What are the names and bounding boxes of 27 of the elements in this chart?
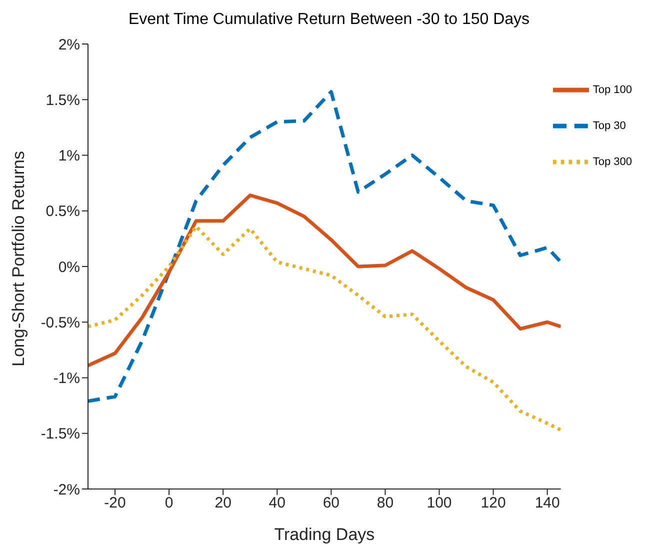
y-tick-label: 0.5%	[46, 203, 80, 220]
x-tick-label: -20	[104, 494, 126, 512]
x-tick-label: 100	[426, 494, 452, 512]
chart-title: Event Time Cumulative Return Between -30 to 150 Days	[127, 10, 531, 30]
y-tick-label: -1.5%	[40, 426, 80, 443]
line-series	[88, 194, 561, 368]
x-tick-label: 80	[376, 494, 394, 512]
line-series	[88, 90, 561, 403]
legend-label: Top 100	[592, 84, 632, 96]
x-tick-label: 120	[480, 494, 506, 512]
y-tick-label: -1%	[53, 370, 80, 388]
x-tick-label: 60	[322, 494, 340, 512]
legend-label: Top 30	[592, 120, 626, 132]
y-axis-title: Long-Short Portfolio Returns	[9, 151, 28, 366]
y-tick-label: 1.5%	[46, 92, 80, 109]
x-axis-title: Trading Days	[274, 525, 375, 544]
y-tick-label: 1%	[58, 148, 80, 165]
y-tick-label: 0%	[58, 258, 80, 276]
y-tick-label: -0.5%	[40, 314, 80, 332]
x-tick-label: 20	[214, 494, 232, 512]
x-tick-label: 40	[268, 494, 286, 512]
y-tick-label: -2%	[53, 481, 80, 498]
x-tick-label: 140	[534, 494, 560, 512]
line-series	[88, 224, 561, 432]
x-tick-label: 0	[164, 494, 174, 512]
y-tick-label: 2%	[58, 36, 80, 54]
legend-label: Top 300	[592, 156, 632, 168]
